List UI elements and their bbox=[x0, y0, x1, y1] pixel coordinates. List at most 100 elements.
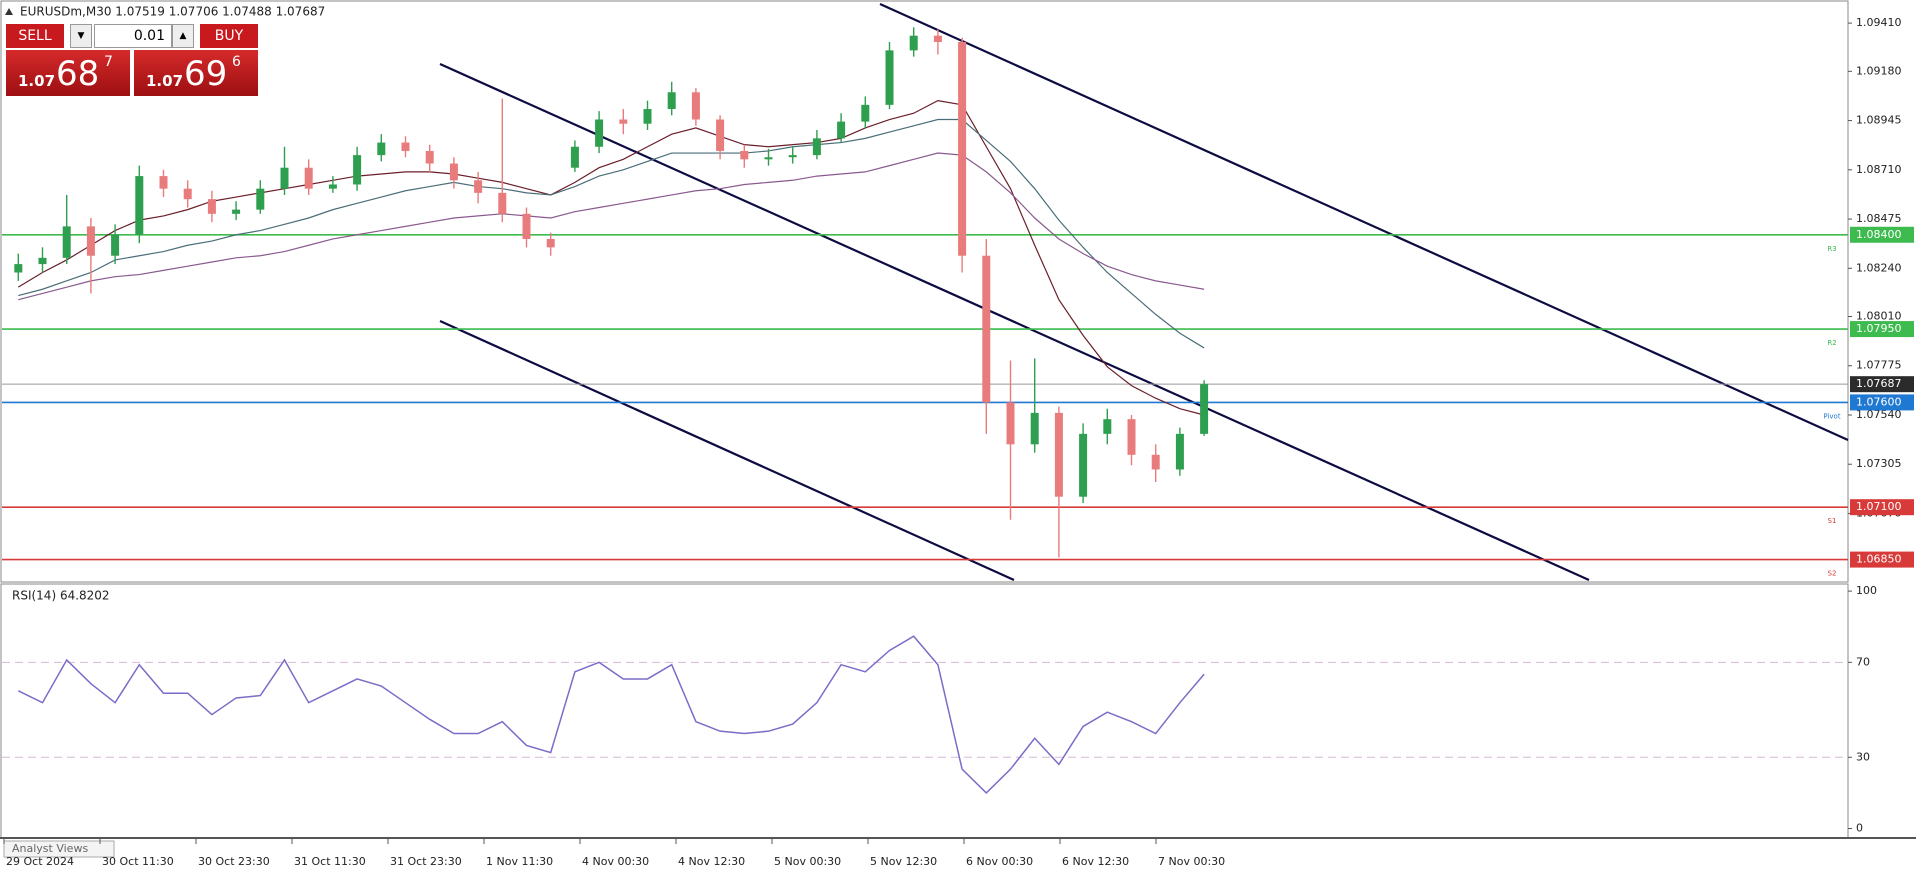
candle-body bbox=[328, 184, 337, 189]
lot-up[interactable]: ▲ bbox=[172, 24, 194, 48]
candle-body bbox=[716, 119, 725, 151]
collapse-icon[interactable] bbox=[5, 8, 13, 15]
candle-body bbox=[1200, 384, 1209, 434]
candle-body bbox=[86, 226, 95, 256]
level-tag: R3 bbox=[1827, 245, 1836, 253]
candle-body bbox=[837, 121, 846, 139]
level-tag: R2 bbox=[1827, 339, 1836, 347]
level-label: 1.06850 bbox=[1856, 553, 1902, 566]
buy-button[interactable]: BUY bbox=[200, 24, 258, 48]
y-tick-label: 1.09410 bbox=[1856, 16, 1902, 29]
candle-body bbox=[474, 180, 483, 193]
level-label: 1.07950 bbox=[1856, 322, 1902, 335]
candle-body bbox=[1006, 402, 1015, 445]
candle-body bbox=[304, 167, 313, 189]
lot-down[interactable]: ▼ bbox=[70, 24, 92, 48]
x-tick-label: 5 Nov 12:30 bbox=[870, 855, 937, 868]
moving-average bbox=[18, 118, 1205, 349]
candle-body bbox=[425, 150, 434, 164]
tab[interactable] bbox=[3, 840, 115, 858]
rsi-pane bbox=[0, 583, 1849, 839]
x-tick-label: 31 Oct 23:30 bbox=[390, 855, 462, 868]
level-box bbox=[1850, 394, 1914, 411]
moving-average bbox=[17, 100, 1205, 416]
level-label: 1.07600 bbox=[1856, 395, 1902, 408]
candle-body bbox=[1103, 419, 1112, 434]
candle-body bbox=[1079, 433, 1088, 497]
level-box bbox=[1850, 499, 1914, 516]
y-tick-label: 1.07775 bbox=[1856, 359, 1902, 372]
candle-body bbox=[449, 163, 458, 181]
lot-input[interactable]: 0.01 bbox=[94, 24, 172, 48]
y-tick-label: 1.08710 bbox=[1856, 163, 1902, 176]
level-tag: Pivot bbox=[1823, 412, 1840, 420]
price-big: 1.07 bbox=[18, 72, 56, 90]
trend-line bbox=[879, 2, 1849, 442]
price-big: 1.07 bbox=[146, 72, 184, 90]
sell-price[interactable]: 1.07 68 7 bbox=[6, 50, 130, 96]
candle-body bbox=[232, 209, 241, 214]
candle-body bbox=[38, 257, 47, 265]
candle-body bbox=[619, 119, 628, 124]
x-tick-label: 29 Oct 2024 bbox=[6, 855, 74, 868]
x-tick-label: 5 Nov 00:30 bbox=[774, 855, 841, 868]
sell-button[interactable]: SELL bbox=[6, 24, 64, 48]
x-tick-label: 1 Nov 11:30 bbox=[486, 855, 553, 868]
candle-body bbox=[1030, 412, 1039, 445]
level-tag: S2 bbox=[1828, 570, 1837, 578]
y-tick-label: 70 bbox=[1856, 655, 1870, 668]
level-label: 1.07100 bbox=[1856, 500, 1902, 513]
candle-body bbox=[740, 150, 749, 160]
candle-body bbox=[691, 92, 700, 120]
x-tick-label: 4 Nov 12:30 bbox=[678, 855, 745, 868]
level-label: 1.08400 bbox=[1856, 228, 1902, 241]
price-main: 69 bbox=[184, 54, 228, 94]
candle-body bbox=[933, 35, 942, 42]
rsi-title: RSI(14) 64.8202 bbox=[12, 589, 110, 603]
y-tick-label: 30 bbox=[1856, 750, 1870, 763]
candle-body bbox=[1151, 454, 1160, 470]
candle-body bbox=[522, 213, 531, 239]
symbol-info: EURUSDm,M30 1.07519 1.07706 1.07488 1.07… bbox=[20, 5, 325, 19]
x-tick-label: 7 Nov 00:30 bbox=[1158, 855, 1225, 868]
candle-body bbox=[280, 167, 289, 189]
tab-label[interactable]: Analyst Views bbox=[12, 842, 88, 855]
candle-body bbox=[111, 234, 120, 256]
trend-line bbox=[439, 319, 1015, 582]
price-small: 6 bbox=[232, 54, 241, 70]
moving-average bbox=[18, 152, 1205, 301]
candle-body bbox=[207, 199, 216, 214]
candle-body bbox=[861, 104, 870, 122]
candle-body bbox=[643, 109, 652, 124]
level-tag: S1 bbox=[1828, 517, 1837, 525]
y-tick-label: 1.08240 bbox=[1856, 261, 1902, 274]
candle-body bbox=[812, 138, 821, 156]
candle-body bbox=[595, 119, 604, 147]
x-tick-label: 4 Nov 00:30 bbox=[582, 855, 649, 868]
x-tick-label: 30 Oct 11:30 bbox=[102, 855, 174, 868]
candle-body bbox=[62, 226, 71, 258]
level-box bbox=[1850, 226, 1914, 243]
y-tick-label: 1.09180 bbox=[1856, 64, 1902, 77]
candle-body bbox=[546, 238, 555, 248]
price-small: 7 bbox=[104, 54, 113, 70]
candle-body bbox=[353, 155, 362, 185]
candle-body bbox=[401, 142, 410, 151]
y-tick-label: 1.08010 bbox=[1856, 309, 1902, 322]
y-tick-label: 0 bbox=[1856, 822, 1863, 835]
price-main: 68 bbox=[56, 54, 100, 94]
buy-price[interactable]: 1.07 69 6 bbox=[134, 50, 258, 96]
y-tick-label: 1.07305 bbox=[1856, 457, 1902, 470]
trend-channel bbox=[439, 2, 1849, 582]
y-tick-label: 1.08475 bbox=[1856, 212, 1902, 225]
x-tick-label: 30 Oct 23:30 bbox=[198, 855, 270, 868]
candle-body bbox=[159, 176, 168, 189]
candle-body bbox=[570, 146, 579, 168]
candle-body bbox=[498, 192, 507, 214]
last-price-box bbox=[1850, 376, 1914, 393]
candle-body bbox=[1127, 419, 1136, 455]
candle-body bbox=[1054, 412, 1063, 497]
y-tick-label: 1.07540 bbox=[1856, 408, 1902, 421]
